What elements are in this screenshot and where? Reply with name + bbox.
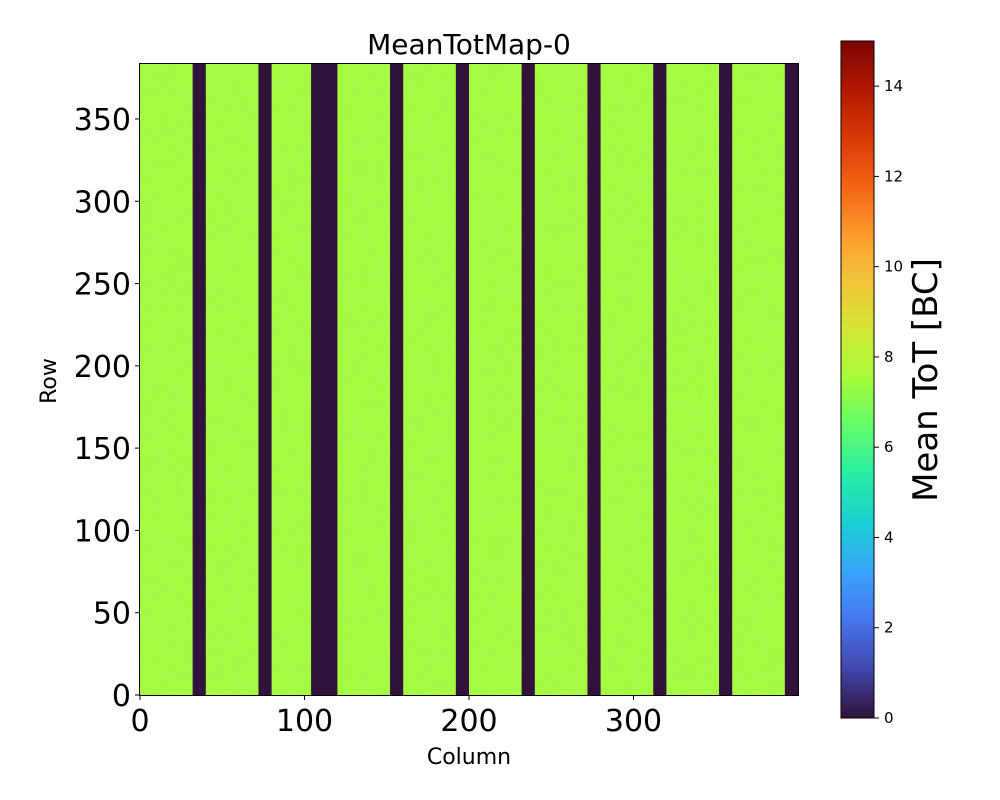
colorbar-tick-label: 4 <box>884 528 894 546</box>
colorbar-tick-label: 12 <box>884 167 903 185</box>
y-tick-label: 50 <box>93 597 131 632</box>
colorbar-tick-label: 14 <box>884 77 903 95</box>
colorbar-tick-label: 8 <box>884 348 894 366</box>
y-axis: 0 50 100 150 200 250 300 350 <box>74 103 140 714</box>
y-tick-label: 150 <box>74 432 131 467</box>
colorbar <box>840 40 875 719</box>
dead-column-band <box>192 63 206 695</box>
dead-column-band <box>390 63 404 695</box>
colorbar-tick-label: 10 <box>884 258 903 276</box>
chart-title: MeanTotMap-0 <box>367 28 571 61</box>
colorbar-tick-label: 6 <box>884 438 894 456</box>
y-tick-label: 350 <box>74 103 131 138</box>
dead-column-band <box>455 63 469 695</box>
x-tick-label: 300 <box>605 704 662 739</box>
x-tick-label: 100 <box>276 704 333 739</box>
y-tick-label: 250 <box>74 268 131 303</box>
y-axis-label: Row <box>37 358 62 404</box>
colorbar-label: Mean ToT [BC] <box>906 258 946 502</box>
x-tick-label: 0 <box>130 704 149 739</box>
dead-column-band <box>521 63 535 695</box>
y-tick-label: 200 <box>74 350 131 385</box>
dead-column-band <box>719 63 733 695</box>
y-tick-label: 100 <box>74 514 131 549</box>
dead-column-band <box>258 63 272 695</box>
x-tick-label: 200 <box>440 704 497 739</box>
dead-column-band <box>587 63 601 695</box>
dead-column-band <box>311 63 338 695</box>
x-axis: 0 100 200 300 <box>130 695 662 739</box>
colorbar-tick-label: 2 <box>884 619 894 637</box>
plot-area <box>140 63 798 695</box>
y-tick-label: 300 <box>74 185 131 220</box>
colorbar-axis: 0 2 4 6 8 10 12 14 <box>874 77 903 727</box>
dead-column-band <box>784 63 798 695</box>
colorbar-tick-label: 0 <box>884 709 894 727</box>
dead-column-band <box>653 63 667 695</box>
x-axis-label: Column <box>427 745 511 770</box>
y-tick-label: 0 <box>112 679 131 714</box>
colorbar-gradient <box>840 40 875 719</box>
